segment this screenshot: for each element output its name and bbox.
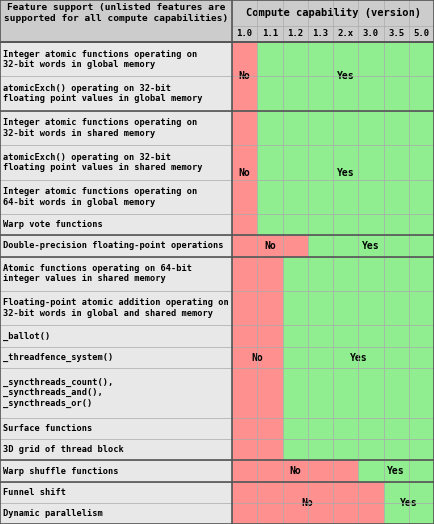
Bar	[257, 42, 434, 111]
Text: Surface functions: Surface functions	[3, 424, 92, 433]
Bar	[232, 42, 257, 111]
Text: _ballot(): _ballot()	[3, 331, 50, 341]
Bar	[0, 291, 232, 325]
Bar	[0, 439, 232, 461]
Bar	[0, 214, 232, 235]
Text: 3D grid of thread block: 3D grid of thread block	[3, 445, 124, 454]
Bar	[0, 418, 232, 439]
Text: 3.5: 3.5	[388, 29, 404, 38]
Bar	[232, 482, 434, 503]
Text: Integer atomic functions operating on
64-bit words in global memory: Integer atomic functions operating on 64…	[3, 187, 197, 206]
Bar	[232, 325, 434, 346]
Bar	[232, 257, 434, 291]
Text: _threadfence_system(): _threadfence_system()	[3, 353, 113, 362]
Text: 1.1: 1.1	[262, 29, 278, 38]
Bar	[232, 77, 434, 111]
Bar	[384, 482, 434, 524]
Bar	[308, 235, 434, 257]
Text: _syncthreads_count(),
_syncthreads_and(),
_syncthreads_or(): _syncthreads_count(), _syncthreads_and()…	[3, 378, 113, 408]
Bar	[232, 145, 434, 180]
Bar	[232, 439, 434, 461]
Bar	[232, 235, 434, 257]
Bar	[232, 111, 257, 235]
Bar	[232, 180, 434, 214]
Bar	[0, 235, 232, 257]
Text: 1.2: 1.2	[287, 29, 303, 38]
Text: Double-precision floating-point operations: Double-precision floating-point operatio…	[3, 242, 224, 250]
Text: Yes: Yes	[400, 498, 418, 508]
Text: Yes: Yes	[337, 71, 355, 81]
Bar	[232, 461, 434, 482]
Text: No: No	[239, 168, 250, 178]
Text: No: No	[302, 498, 314, 508]
Bar	[0, 368, 232, 418]
Bar	[232, 26, 434, 42]
Text: Compute capability (version): Compute capability (version)	[246, 8, 421, 18]
Text: Yes: Yes	[387, 466, 405, 476]
Bar	[232, 214, 434, 235]
Text: Atomic functions operating on 64-bit
integer values in shared memory: Atomic functions operating on 64-bit int…	[3, 264, 192, 283]
Bar	[0, 145, 232, 180]
Bar	[283, 257, 434, 461]
Bar	[232, 461, 358, 482]
Text: Dynamic parallelism: Dynamic parallelism	[3, 509, 103, 518]
Bar	[232, 346, 434, 368]
Text: Integer atomic functions operating on
32-bit words in shared memory: Integer atomic functions operating on 32…	[3, 118, 197, 138]
Text: 2.x: 2.x	[338, 29, 354, 38]
Text: 3.0: 3.0	[363, 29, 379, 38]
Bar	[232, 291, 434, 325]
Bar	[0, 0, 232, 42]
Text: No: No	[239, 71, 250, 81]
Text: Warp vote functions: Warp vote functions	[3, 220, 103, 229]
Bar	[232, 42, 434, 77]
Bar	[358, 461, 434, 482]
Text: Yes: Yes	[362, 241, 380, 251]
Bar	[0, 346, 232, 368]
Text: atomicExch() operating on 32-bit
floating point values in global memory: atomicExch() operating on 32-bit floatin…	[3, 84, 203, 103]
Bar	[232, 0, 434, 26]
Bar	[0, 257, 232, 291]
Text: Floating-point atomic addition operating on
32-bit words in global and shared me: Floating-point atomic addition operating…	[3, 299, 229, 318]
Text: atomicExch() operating on 32-bit
floating point values in shared memory: atomicExch() operating on 32-bit floatin…	[3, 153, 203, 172]
Text: Integer atomic functions operating on
32-bit words in global memory: Integer atomic functions operating on 32…	[3, 49, 197, 69]
Text: 1.3: 1.3	[312, 29, 329, 38]
Bar	[232, 482, 384, 524]
Bar	[0, 482, 232, 503]
Text: Feature support (unlisted features are
supported for all compute capabilities): Feature support (unlisted features are s…	[4, 3, 228, 23]
Bar	[0, 503, 232, 524]
Bar	[0, 325, 232, 346]
Text: No: No	[251, 354, 263, 364]
Bar	[0, 461, 232, 482]
Bar	[0, 180, 232, 214]
Text: 1.0: 1.0	[237, 29, 253, 38]
Bar	[0, 111, 232, 145]
Text: Funnel shift: Funnel shift	[3, 488, 66, 497]
Text: Yes: Yes	[337, 168, 355, 178]
Bar	[0, 77, 232, 111]
Text: Warp shuffle functions: Warp shuffle functions	[3, 466, 118, 476]
Bar	[0, 42, 232, 77]
Bar	[232, 368, 434, 418]
Bar	[232, 418, 434, 439]
Text: No: No	[264, 241, 276, 251]
Bar	[232, 111, 434, 145]
Bar	[232, 235, 308, 257]
Text: Yes: Yes	[349, 354, 367, 364]
Bar	[232, 257, 283, 461]
Text: No: No	[289, 466, 301, 476]
Bar	[232, 503, 434, 524]
Bar	[257, 111, 434, 235]
Text: 5.0: 5.0	[413, 29, 429, 38]
